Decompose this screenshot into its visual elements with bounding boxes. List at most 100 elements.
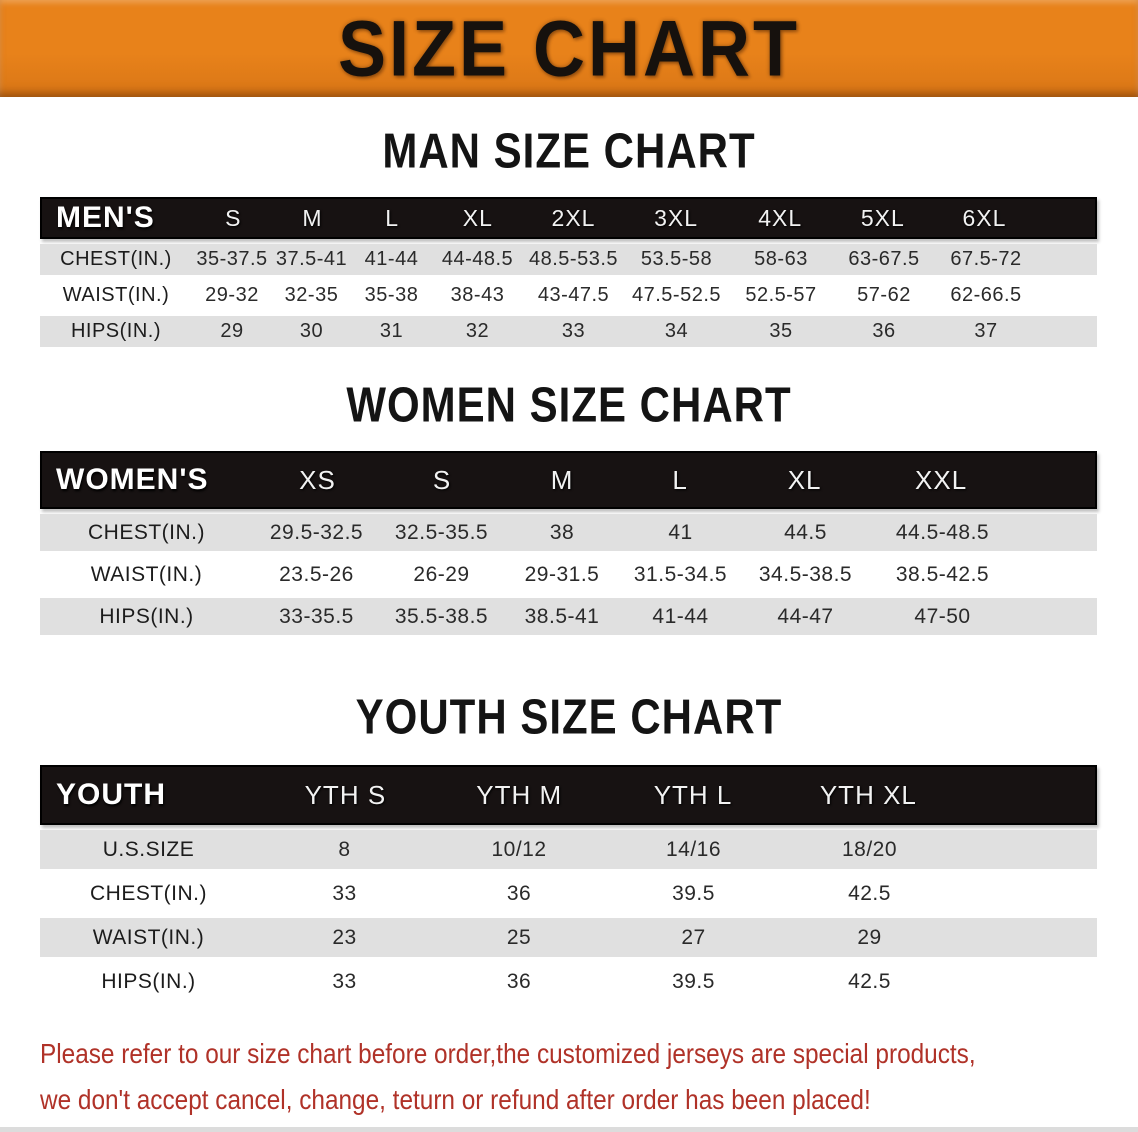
value-cell: 35-37.5 xyxy=(196,248,268,270)
row-label: HIPS(IN.) xyxy=(101,969,196,993)
value-cell: 31 xyxy=(379,320,404,342)
value-cell: 62-66.5 xyxy=(950,284,1022,306)
value-cell: 47-50 xyxy=(914,604,971,628)
men-column-header: 2XL xyxy=(551,204,596,231)
banner: SIZE CHART xyxy=(0,0,1138,97)
value-cell: 31.5-34.5 xyxy=(633,562,728,586)
row-label: WAIST(IN.) xyxy=(90,562,203,586)
row-label: HIPS(IN.) xyxy=(99,604,194,628)
value-cell: 35-38 xyxy=(364,284,419,306)
section-men-size-chart: MAN SIZE CHART MEN'S S M L XL 2XL 3XL 4XL 5XL 6XL C… xyxy=(0,123,1138,347)
men-section-heading: MAN SIZE CHART xyxy=(382,122,756,179)
women-table-row: CHEST(IN.) 29.5-32.5 32.5-35.5 38 41 44.5 44.5… xyxy=(40,514,1097,551)
women-size-table: WOMEN'S XS S M L XL XXL CHEST(IN.) 29.5-32.5 32.5… xyxy=(40,451,1097,635)
value-cell: 43-47.5 xyxy=(537,284,610,306)
value-cell: 33 xyxy=(332,969,357,993)
value-cell: 35 xyxy=(769,320,793,342)
value-cell: 32 xyxy=(465,320,490,342)
value-cell: 38-43 xyxy=(450,284,505,306)
row-label: WAIST(IN.) xyxy=(92,925,205,949)
value-cell: 25 xyxy=(506,925,532,949)
value-cell: 41 xyxy=(668,520,693,544)
row-label: CHEST(IN.) xyxy=(90,881,207,905)
row-label: CHEST(IN.) xyxy=(88,520,205,544)
value-cell: 29-32 xyxy=(205,284,259,306)
men-column-header: S xyxy=(225,204,242,231)
youth-column-header: YTH XL xyxy=(819,779,917,810)
bottom-edge-strip xyxy=(0,1127,1138,1132)
value-cell: 33 xyxy=(561,320,586,342)
men-column-header: 6XL xyxy=(962,204,1007,231)
footer-note-line-1: Please refer to our size chart before or… xyxy=(40,1038,976,1069)
value-cell: 33-35.5 xyxy=(279,604,354,628)
value-cell: 29 xyxy=(220,320,244,342)
sections: MAN SIZE CHART MEN'S S M L XL 2XL 3XL 4XL 5XL 6XL C… xyxy=(0,123,1138,1001)
youth-table-row: U.S.SIZE 8 10/12 14/16 18/20 xyxy=(40,830,1097,869)
youth-table-row: WAIST(IN.) 23 25 27 29 xyxy=(40,918,1097,957)
women-table-header-row: WOMEN'S XS S M L XL XXL xyxy=(40,451,1097,509)
value-cell: 44.5 xyxy=(784,520,827,544)
value-cell: 48.5-53.5 xyxy=(528,248,618,270)
youth-section-heading: YOUTH SIZE CHART xyxy=(355,688,783,745)
value-cell: 29.5-32.5 xyxy=(269,520,364,544)
men-column-header: XL xyxy=(462,204,493,231)
value-cell: 14/16 xyxy=(665,837,722,861)
value-cell: 52.5-57 xyxy=(745,284,817,306)
value-cell: 53.5-58 xyxy=(640,248,713,270)
value-cell: 37 xyxy=(974,320,998,342)
value-cell: 36 xyxy=(506,881,532,905)
value-cell: 44-47 xyxy=(777,604,834,628)
men-table-row: WAIST(IN.) 29-32 32-35 35-38 38-43 43-47.5 47.… xyxy=(40,280,1097,311)
men-column-header: L xyxy=(385,204,400,231)
value-cell: 33 xyxy=(332,881,357,905)
value-cell: 38 xyxy=(549,520,575,544)
value-cell: 39.5 xyxy=(672,969,715,993)
value-cell: 35.5-38.5 xyxy=(394,604,489,628)
women-group-label: WOMEN'S xyxy=(56,463,209,496)
women-section-heading: WOMEN SIZE CHART xyxy=(346,376,792,433)
women-column-header: XS xyxy=(299,464,336,495)
value-cell: 44-48.5 xyxy=(441,248,514,270)
women-table-row: HIPS(IN.) 33-35.5 35.5-38.5 38.5-41 41-44 44-… xyxy=(40,598,1097,635)
value-cell: 29 xyxy=(857,925,882,949)
value-cell: 23 xyxy=(332,925,357,949)
women-column-header: L xyxy=(672,464,688,495)
value-cell: 8 xyxy=(338,837,351,861)
men-table-row: CHEST(IN.) 35-37.5 37.5-41 41-44 44-48.5 48.5… xyxy=(40,244,1097,275)
value-cell: 63-67.5 xyxy=(848,248,920,270)
value-cell: 34.5-38.5 xyxy=(758,562,853,586)
row-label: U.S.SIZE xyxy=(102,837,195,861)
row-label: CHEST(IN.) xyxy=(60,248,172,270)
value-cell: 36 xyxy=(872,320,896,342)
youth-table-header-row: YOUTH YTH S YTH M YTH L YTH XL xyxy=(40,765,1097,825)
women-column-header: M xyxy=(550,464,574,495)
row-label: WAIST(IN.) xyxy=(62,284,170,306)
value-cell: 39.5 xyxy=(672,881,715,905)
value-cell: 38.5-41 xyxy=(524,604,600,628)
value-cell: 30 xyxy=(299,320,324,342)
value-cell: 38.5-42.5 xyxy=(895,562,990,586)
value-cell: 32-35 xyxy=(284,284,339,306)
men-table-header-row: MEN'S S M L XL 2XL 3XL 4XL 5XL 6XL xyxy=(40,197,1097,239)
value-cell: 57-62 xyxy=(857,284,911,306)
value-cell: 42.5 xyxy=(848,969,891,993)
men-column-header: 3XL xyxy=(654,204,699,231)
value-cell: 36 xyxy=(506,969,532,993)
youth-column-header: YTH L xyxy=(653,779,733,810)
youth-group-label: YOUTH xyxy=(56,778,166,811)
banner-title: SIZE CHART xyxy=(338,4,800,93)
section-youth-size-chart: YOUTH SIZE CHART YOUTH YTH S YTH M YTH L YTH … xyxy=(0,689,1138,1001)
value-cell: 26-29 xyxy=(413,562,470,586)
value-cell: 37.5-41 xyxy=(275,248,348,270)
value-cell: 41-44 xyxy=(652,604,709,628)
row-label: HIPS(IN.) xyxy=(70,320,162,342)
footer-note: Please refer to our size chart before or… xyxy=(40,1031,995,1123)
youth-table-row: CHEST(IN.) 33 36 39.5 42.5 xyxy=(40,874,1097,913)
women-column-header: S xyxy=(432,464,452,495)
men-size-table: MEN'S S M L XL 2XL 3XL 4XL 5XL 6XL CHEST(IN.) 35-37… xyxy=(40,197,1097,347)
value-cell: 23.5-26 xyxy=(279,562,354,586)
women-table-row: WAIST(IN.) 23.5-26 26-29 29-31.5 31.5-34.5 34… xyxy=(40,556,1097,593)
youth-column-header: YTH M xyxy=(476,779,563,810)
youth-column-header: YTH S xyxy=(304,779,387,810)
